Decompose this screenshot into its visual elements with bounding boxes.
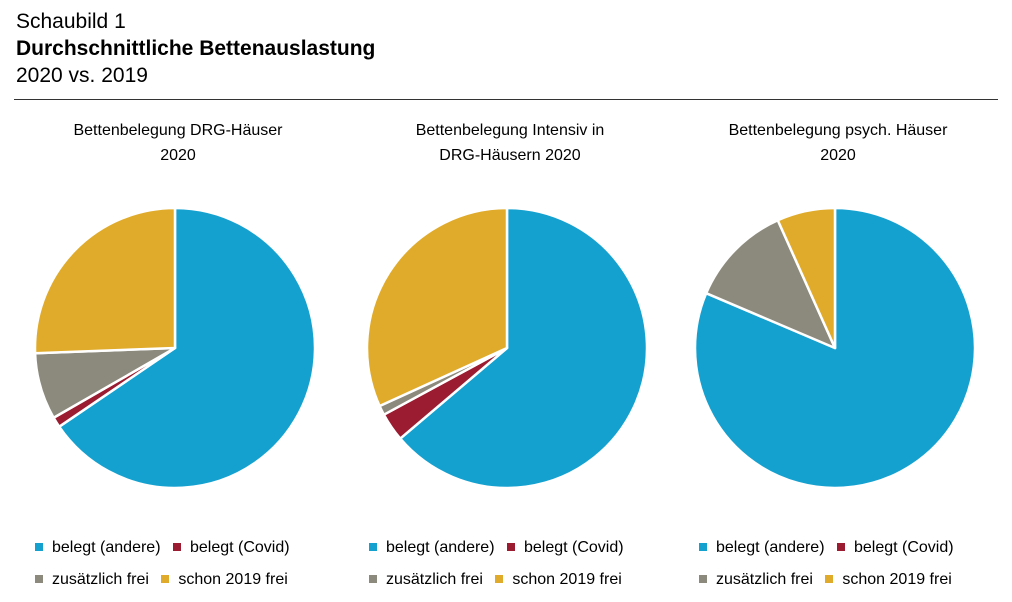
figure-label: Schaubild 1 [16, 10, 126, 33]
legend-swatch [369, 574, 377, 583]
pie-chart-intensiv [365, 206, 649, 490]
pie-slice-schon-2019-frei [33, 206, 177, 355]
legend-item-zusaetzlich-frei: zusätzlich frei [369, 569, 483, 591]
legend-item-schon-2019-frei: schon 2019 frei [495, 569, 622, 591]
legend-item-zusaetzlich-frei: zusätzlich frei [699, 569, 813, 591]
legend-label: zusätzlich frei [716, 571, 813, 588]
figure-header: Schaubild 1 Durchschnittliche Bettenausl… [16, 8, 998, 89]
legend-label: belegt (andere) [716, 539, 825, 556]
chart-panel-intensiv: Bettenbelegung Intensiv in DRG-Häusern 2… [345, 114, 675, 602]
legend-item-zusaetzlich-frei: zusätzlich frei [35, 569, 149, 591]
legend-label: belegt (Covid) [523, 539, 624, 556]
legend-label: schon 2019 frei [178, 571, 288, 588]
legend-item-schon-2019-frei: schon 2019 frei [825, 569, 952, 591]
legend-label: belegt (andere) [52, 539, 161, 556]
legend-swatch [172, 542, 181, 551]
legend-label: belegt (Covid) [853, 539, 954, 556]
legend-label: belegt (Covid) [189, 539, 290, 556]
legend-item-belegt-andere: belegt (andere) [35, 537, 161, 559]
legend-swatch [369, 542, 377, 551]
legend-swatch [35, 542, 43, 551]
legend-swatch [825, 574, 834, 583]
legend-swatch [699, 574, 707, 583]
legend-item-belegt-andere: belegt (andere) [699, 537, 825, 559]
figure-title: Durchschnittliche Bettenauslastung [16, 37, 376, 60]
chart-panel-psych: Bettenbelegung psych. Häuser 2020 belegt… [673, 114, 1003, 602]
legend-swatch [836, 542, 845, 551]
pie-slice-belegt-andere [399, 206, 649, 490]
legend-label: zusätzlich frei [52, 571, 149, 588]
chart-title: Bettenbelegung Intensiv in DRG-Häusern 2… [415, 122, 605, 164]
pie-slice-schon-2019-frei [365, 206, 509, 408]
header-divider [14, 99, 998, 100]
pie-chart-psych [693, 206, 977, 490]
legend-label: schon 2019 frei [512, 571, 622, 588]
pie-chart-drg [33, 206, 317, 490]
chart-title: Bettenbelegung DRG-Häuser 2020 [73, 122, 283, 164]
chart-title: Bettenbelegung psych. Häuser 2020 [728, 122, 948, 164]
pie-slice-belegt-andere [57, 206, 317, 490]
legend-item-belegt-andere: belegt (andere) [369, 537, 495, 559]
pie-slice-schon-2019-frei [776, 206, 837, 350]
legend-swatch [495, 574, 504, 583]
legend-item-schon-2019-frei: schon 2019 frei [161, 569, 288, 591]
legend-label: schon 2019 frei [842, 571, 952, 588]
legend-swatch [506, 542, 515, 551]
legend-swatch [161, 574, 170, 583]
legend-item-belegt-covid: belegt (Covid) [836, 537, 954, 559]
legend-label: belegt (andere) [386, 539, 495, 556]
legend-label: zusätzlich frei [386, 571, 483, 588]
pie-slice-zusaetzlich-frei [704, 218, 837, 350]
figure-subtitle: 2020 vs. 2019 [16, 64, 148, 87]
legend-swatch [699, 542, 707, 551]
legend-item-belegt-covid: belegt (Covid) [172, 537, 290, 559]
chart-panel-drg: Bettenbelegung DRG-Häuser 2020 belegt (a… [13, 114, 343, 602]
legend-swatch [35, 574, 43, 583]
legend-item-belegt-covid: belegt (Covid) [506, 537, 624, 559]
